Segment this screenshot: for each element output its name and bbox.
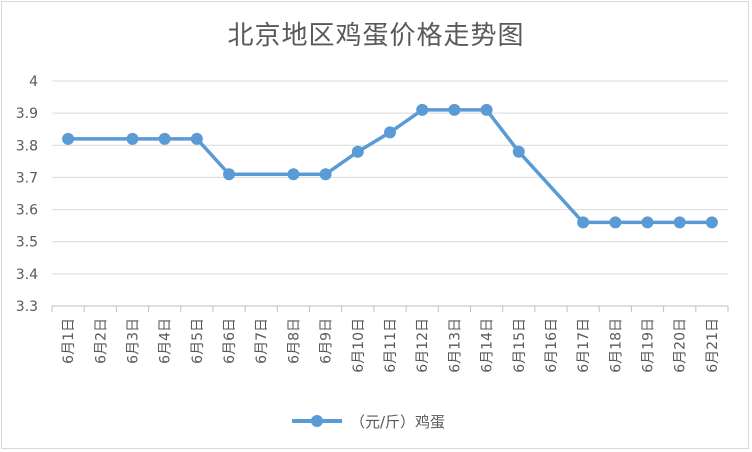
x-tick-label: 6月2日 (93, 318, 109, 364)
data-point (190, 132, 203, 145)
x-tick-label: 6月3日 (125, 318, 141, 364)
data-point (158, 132, 171, 145)
data-point (641, 216, 654, 229)
x-tick-label: 6月9日 (319, 318, 335, 364)
y-tick-label: 3.5 (16, 235, 38, 251)
data-point (384, 126, 396, 139)
x-tick-label: 6月4日 (158, 318, 174, 364)
legend: （元/斤）鸡蛋 (292, 410, 445, 432)
data-point (609, 216, 622, 229)
x-tick-label: 6月8日 (286, 318, 302, 364)
data-point (126, 132, 139, 145)
x-tick-label: 6月7日 (254, 318, 270, 364)
data-point (287, 168, 300, 181)
x-tick-label: 6月1日 (61, 318, 77, 364)
x-tick-label: 6月18日 (608, 318, 624, 373)
x-tick-label: 6月12日 (415, 318, 431, 373)
y-tick-label: 3.3 (16, 299, 38, 315)
x-tick-label: 6月11日 (383, 318, 399, 373)
x-tick-label: 6月10日 (351, 318, 367, 373)
data-point (480, 103, 493, 116)
x-tick-label: 6月16日 (544, 318, 560, 373)
y-tick-label: 4 (29, 74, 38, 90)
data-point (351, 145, 364, 158)
y-tick-label: 3.4 (16, 267, 38, 283)
x-tick-label: 6月15日 (512, 318, 528, 373)
legend-swatch (292, 410, 342, 432)
y-tick-label: 3.7 (16, 170, 38, 186)
x-tick-label: 6月14日 (480, 318, 496, 373)
y-tick-label: 3.9 (16, 106, 38, 122)
x-tick-label: 6月17日 (576, 318, 592, 373)
data-point (319, 168, 332, 181)
data-point (577, 216, 590, 229)
data-point (62, 132, 75, 145)
data-point (705, 216, 718, 229)
data-point (223, 168, 236, 181)
y-tick-label: 3.8 (16, 138, 38, 154)
y-tick-label: 3.6 (16, 203, 38, 219)
x-tick-label: 6月20日 (673, 318, 689, 373)
chart-title: 北京地区鸡蛋价格走势图 (227, 21, 525, 51)
legend-label: （元/斤）鸡蛋 (350, 412, 446, 431)
data-point (512, 145, 525, 158)
data-point (673, 216, 686, 229)
data-point (448, 103, 461, 116)
x-tick-label: 6月19日 (641, 318, 657, 373)
x-tick-label: 6月21日 (705, 318, 721, 373)
x-tick-label: 6月13日 (447, 318, 463, 373)
data-point (416, 103, 429, 116)
x-tick-label: 6月5日 (190, 318, 206, 364)
x-tick-label: 6月6日 (222, 318, 238, 364)
